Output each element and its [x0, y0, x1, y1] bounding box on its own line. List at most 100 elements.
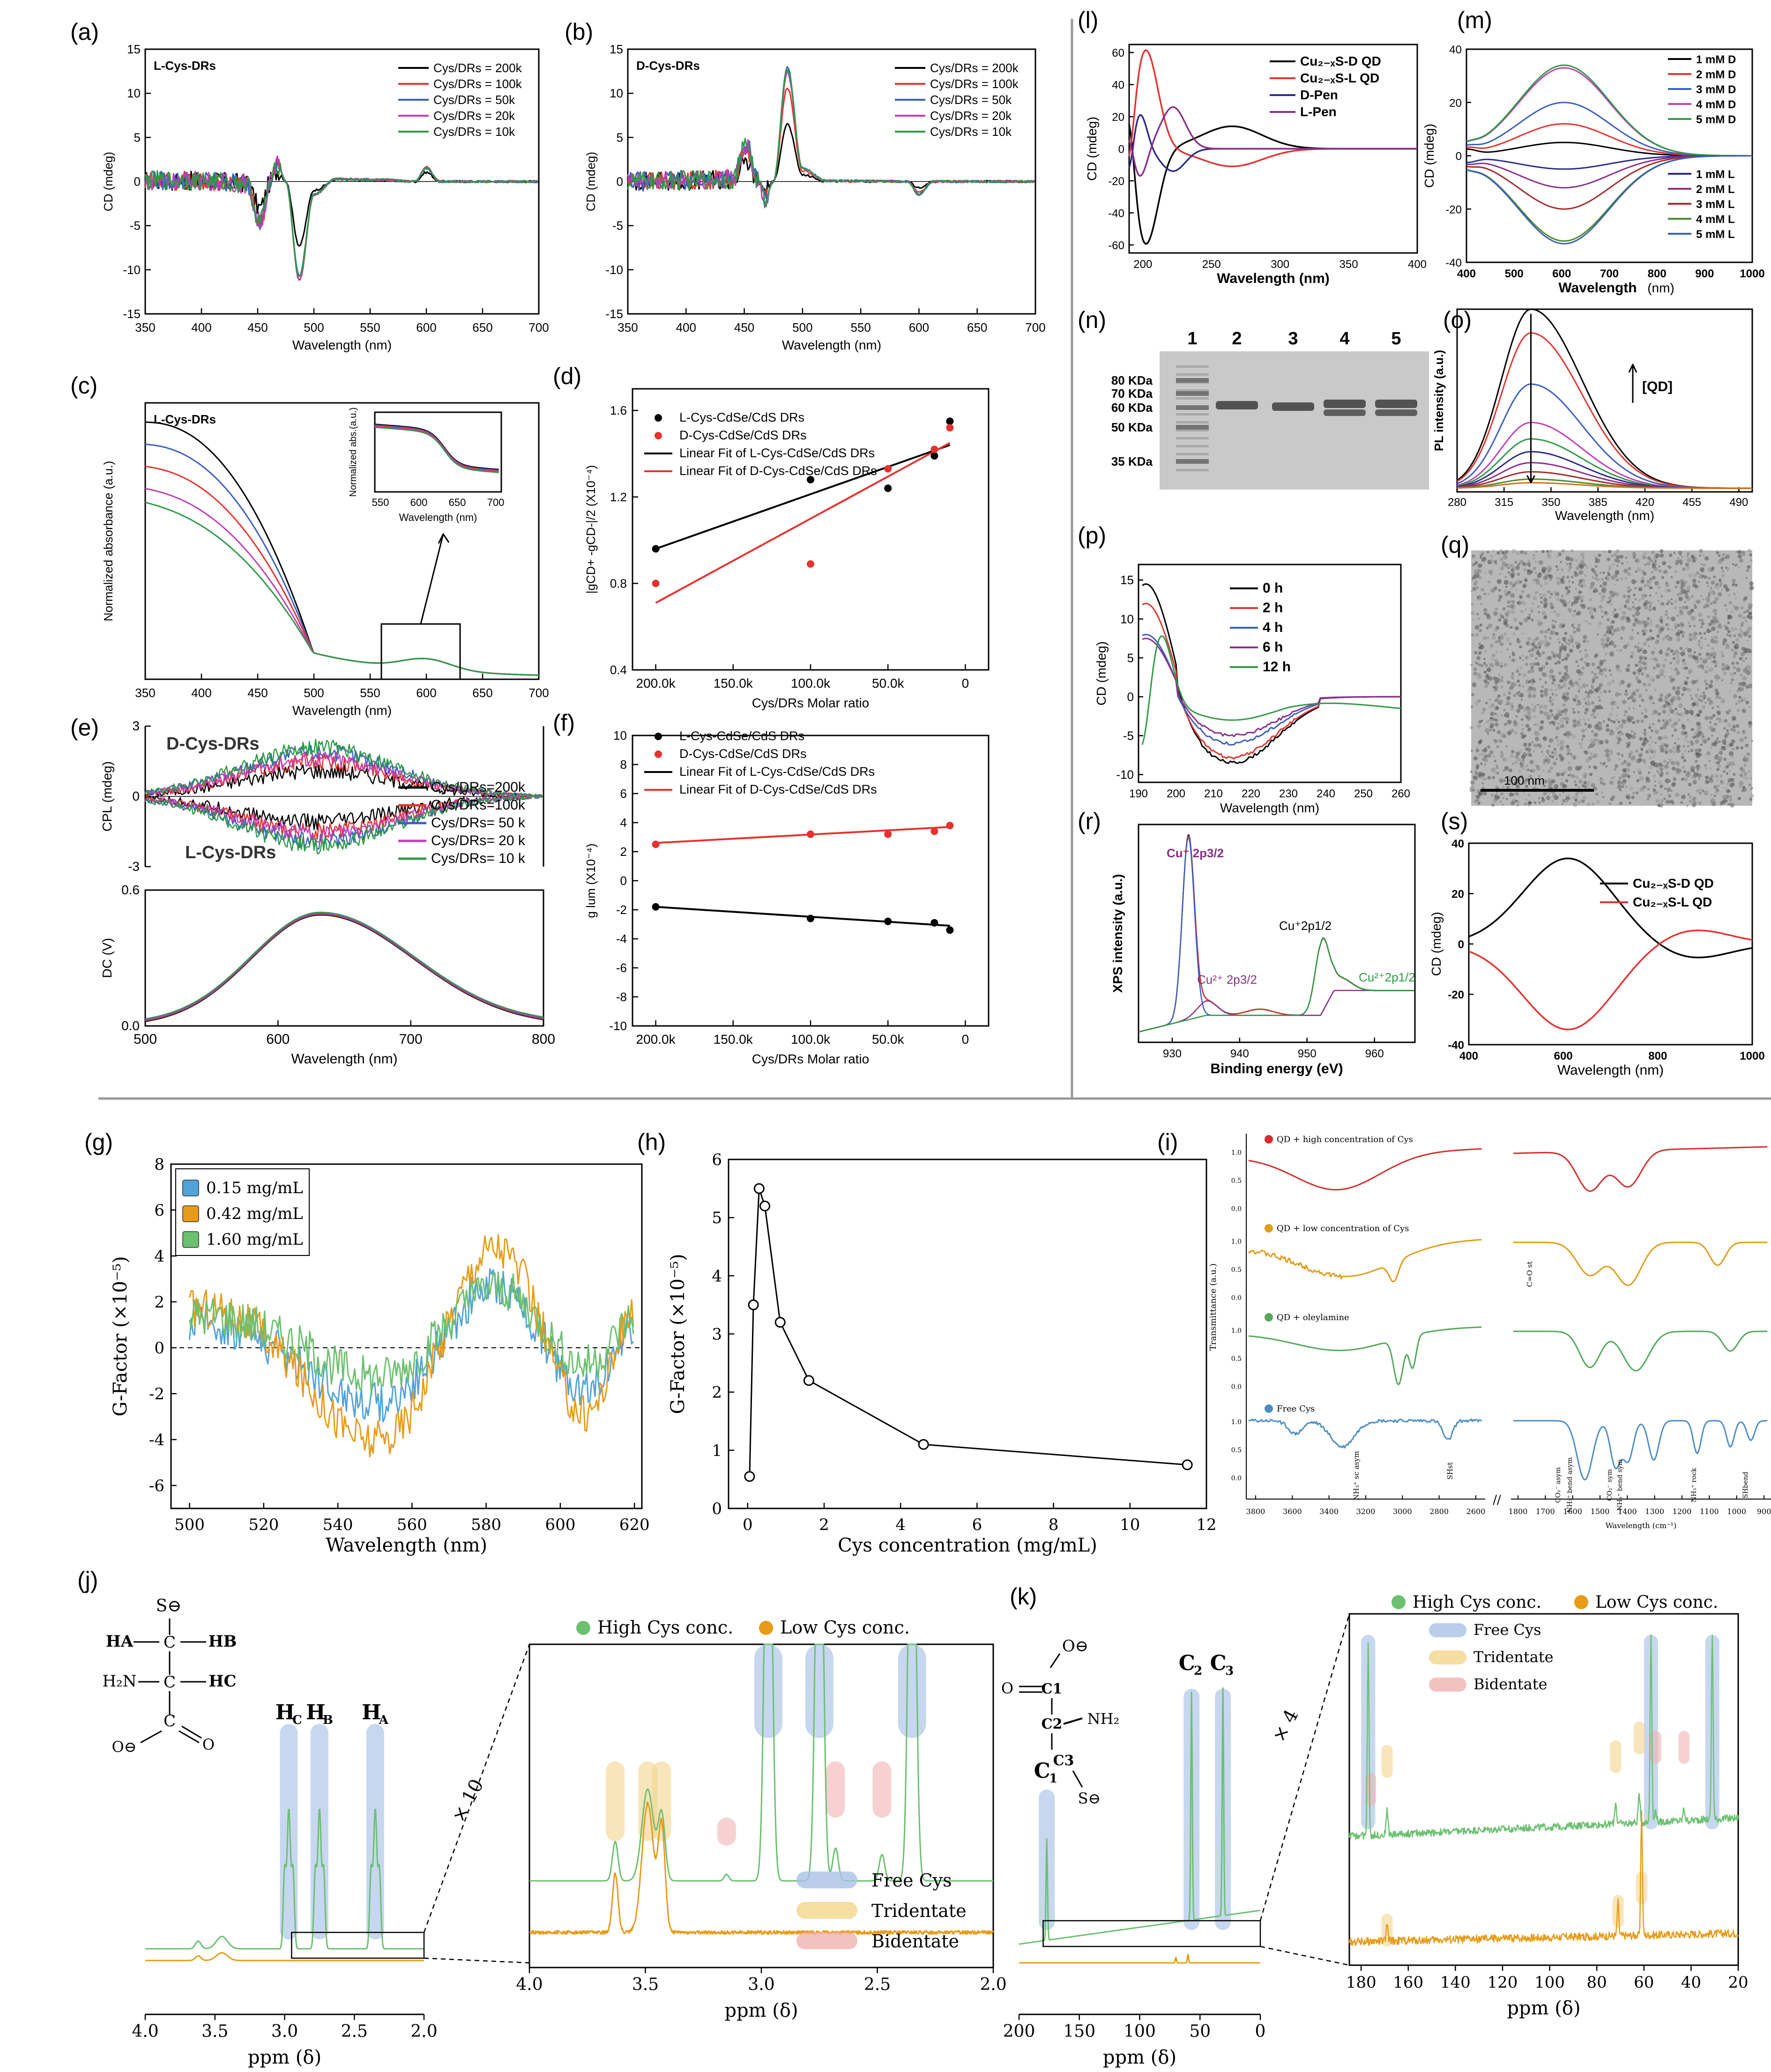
x-tick-label: 500: [174, 1515, 205, 1534]
tem-particle: [1577, 665, 1579, 668]
tem-particle: [1518, 563, 1520, 566]
chart-title: D-Cys-DRs: [636, 59, 700, 73]
tem-particle: [1675, 761, 1680, 765]
tem-particle: [1665, 623, 1669, 626]
y-tick-label: 0: [134, 175, 141, 189]
dc-series-4: [145, 912, 544, 1020]
x-tick-label: 600: [909, 320, 929, 334]
tem-particle: [1493, 560, 1497, 564]
tem-particle: [1523, 734, 1526, 738]
tem-particle: [1654, 647, 1656, 649]
tem-particle: [1536, 619, 1540, 623]
tem-particle: [1568, 762, 1570, 765]
tem-particle: [1565, 556, 1570, 561]
tem-particle: [1610, 720, 1614, 723]
x-axis-label: Wavelength (cm⁻¹): [1606, 1521, 1677, 1530]
y-tick-label: 3: [132, 719, 140, 733]
tem-particle: [1522, 632, 1525, 635]
tem-particle: [1486, 627, 1489, 630]
tem-particle: [1654, 729, 1659, 734]
x-tick-label: 700: [1600, 267, 1619, 280]
x-tick-label: 650: [472, 686, 492, 700]
tem-particle: [1602, 796, 1605, 799]
tem-particle: [1655, 658, 1658, 662]
x-tick-label: 600: [416, 686, 436, 700]
tem-particle: [1539, 584, 1543, 588]
tem-particle: [1563, 677, 1568, 682]
zoom-box: [380, 623, 461, 680]
x-tick-label: 450: [734, 320, 754, 334]
tem-particle: [1649, 698, 1652, 702]
tem-particle: [1739, 738, 1744, 743]
tem-particle: [1685, 687, 1689, 691]
tem-particle: [1734, 606, 1739, 611]
tem-particle: [1528, 680, 1532, 683]
tem-particle: [1502, 616, 1505, 619]
tem-particle: [1581, 666, 1585, 670]
legend-label: Cu₂₋ₓS-L QD: [1300, 71, 1379, 85]
x-tick-label: 1600: [1563, 1507, 1582, 1516]
tem-particle: [1638, 587, 1643, 592]
tem-particle: [1481, 751, 1485, 756]
tem-particle: [1572, 719, 1577, 723]
tem-particle: [1613, 720, 1616, 724]
tem-particle: [1608, 595, 1613, 600]
spectrum-low-conc: [145, 1952, 424, 1961]
tem-particle: [1547, 769, 1551, 773]
tem-particle: [1662, 719, 1665, 722]
tem-particle: [1511, 567, 1516, 571]
zoom-arrow: [420, 534, 444, 624]
tem-particle: [1620, 680, 1625, 684]
tem-particle: [1585, 564, 1587, 567]
y-axis-label: CD (mdeg): [1094, 641, 1109, 706]
tem-particle: [1746, 752, 1750, 756]
y-tick-label: 1.0: [1231, 1238, 1242, 1246]
y-tick-label: 15: [127, 42, 141, 56]
tem-particle: [1616, 706, 1619, 709]
tem-particle: [1703, 605, 1706, 609]
tem-particle: [1631, 735, 1636, 739]
legend-swatch: [182, 1180, 199, 1196]
tem-particle: [1641, 698, 1644, 702]
tem-particle: [1699, 791, 1702, 795]
tem-particle: [1490, 793, 1494, 797]
tem-particle: [1616, 668, 1619, 672]
tem-particle: [1739, 657, 1742, 661]
protein-band: [1324, 409, 1366, 416]
tem-particle: [1597, 739, 1600, 742]
x-tick-label: 150.0k: [714, 1032, 753, 1047]
tem-particle: [1543, 639, 1548, 644]
y-tick-label: 40: [1449, 44, 1462, 56]
tem-particle: [1600, 791, 1604, 795]
tem-particle: [1530, 662, 1533, 666]
panel-label: (c): [70, 372, 97, 399]
x-tick-label: 1000: [1740, 1050, 1764, 1062]
tem-particle: [1536, 744, 1540, 747]
tem-particle: [1525, 706, 1530, 711]
tem-particle: [1551, 702, 1554, 706]
tem-particle: [1711, 706, 1714, 710]
y-tick-label: -2: [616, 903, 627, 917]
tem-particle: [1595, 733, 1599, 736]
tem-particle: [1593, 766, 1598, 770]
tem-particle: [1538, 594, 1541, 597]
tem-particle: [1665, 750, 1668, 754]
tem-particle: [1748, 783, 1751, 787]
tem-particle: [1742, 709, 1746, 713]
tem-particle: [1473, 671, 1477, 676]
x-tick-label: 100: [1124, 2022, 1156, 2041]
tem-particle: [1578, 690, 1580, 693]
y-tick-label: 6: [712, 1151, 722, 1169]
tem-particle: [1544, 688, 1548, 692]
tem-particle: [1670, 702, 1674, 706]
tem-particle: [1595, 573, 1599, 577]
tem-particle: [1522, 659, 1525, 661]
x-tick-label: 1400: [1618, 1507, 1637, 1516]
panel-label: (f): [553, 710, 575, 736]
tem-particle: [1478, 791, 1483, 796]
tem-particle: [1654, 640, 1659, 645]
tem-particle: [1538, 797, 1540, 800]
tem-particle: [1698, 632, 1702, 635]
tem-particle: [1675, 793, 1680, 797]
